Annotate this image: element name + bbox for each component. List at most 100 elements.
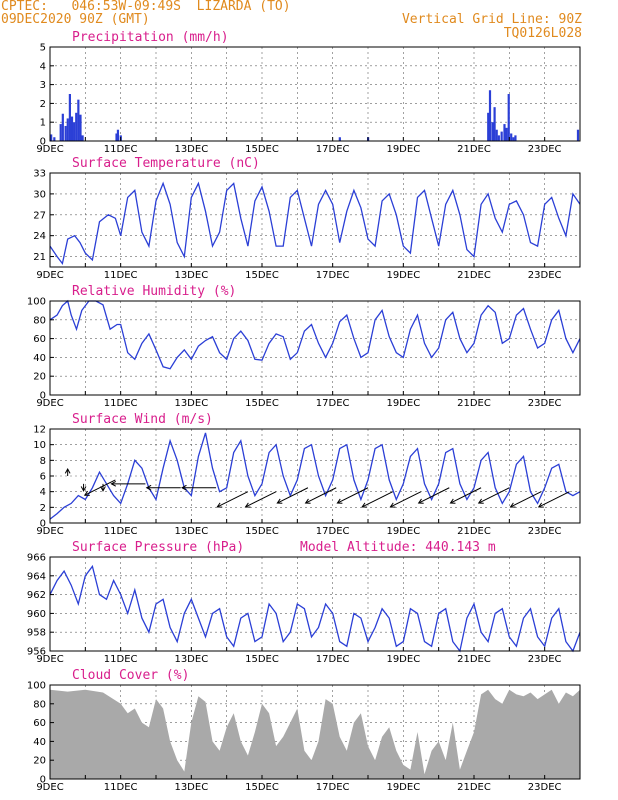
- x-tick-label: 15DEC: [245, 526, 279, 537]
- x-tick-label: 15DEC: [245, 270, 279, 281]
- panel-frame: [49, 684, 581, 780]
- y-tick-label: 20: [33, 372, 46, 383]
- x-tick-label: 17DEC: [316, 526, 350, 537]
- y-tick-label: 3: [40, 80, 46, 91]
- x-tick-label: 11DEC: [104, 398, 138, 409]
- y-tick-label: 30: [33, 189, 46, 200]
- y-tick-label: 1: [40, 118, 46, 129]
- x-tick-label: 23DEC: [528, 398, 562, 409]
- y-tick-label: 60: [33, 334, 46, 345]
- x-tick-label: 9DEC: [36, 782, 63, 793]
- x-tick-label: 11DEC: [104, 270, 138, 281]
- y-tick-label: 20: [33, 756, 46, 767]
- wind-arrow-head: [64, 467, 71, 474]
- y-tick-label: 962: [27, 590, 46, 601]
- wind-arrow-head: [509, 502, 516, 508]
- wind-arrow: [361, 491, 393, 508]
- precip-bar: [505, 127, 508, 141]
- y-tick-label: 2: [40, 503, 46, 514]
- x-tick-label: 9DEC: [36, 270, 63, 281]
- y-tick-label: 6: [40, 472, 46, 483]
- x-tick-label: 23DEC: [528, 270, 562, 281]
- y-tick-label: 2: [40, 99, 46, 110]
- x-tick-label: 19DEC: [386, 654, 420, 665]
- wind-arrow: [277, 487, 309, 504]
- precip-bar: [503, 124, 506, 141]
- panel-title: Surface Wind (m/s): [72, 412, 213, 427]
- x-tick-label: 15DEC: [245, 654, 279, 665]
- x-tick-label: 17DEC: [316, 654, 350, 665]
- precip-bar: [491, 122, 494, 141]
- x-tick-label: 21DEC: [457, 782, 491, 793]
- wind-arrow-head: [244, 502, 251, 508]
- precip-bar: [507, 94, 510, 141]
- wind-arrow-head: [336, 498, 343, 504]
- precip-bar: [53, 137, 56, 141]
- x-tick-label: 19DEC: [386, 144, 420, 155]
- y-tick-label: 966: [27, 553, 46, 564]
- y-tick-label: 8: [40, 456, 46, 467]
- x-tick-label: 23DEC: [528, 526, 562, 537]
- x-tick-label: 11DEC: [104, 144, 138, 155]
- y-tick-label: 80: [33, 315, 46, 326]
- x-tick-label: 19DEC: [386, 782, 420, 793]
- wind-arrow-head: [304, 498, 311, 504]
- precip-bar: [66, 118, 69, 141]
- precip-bar: [576, 129, 580, 141]
- panel-title: Relative Humidity (%): [72, 284, 236, 299]
- x-tick-label: 17DEC: [316, 782, 350, 793]
- wind-arrow: [84, 479, 116, 496]
- y-tick-label: 100: [27, 297, 46, 308]
- wind-arrow-head: [537, 502, 544, 508]
- precip-bar: [514, 135, 517, 141]
- series-line: [49, 299, 581, 370]
- precip-bar: [81, 135, 84, 141]
- x-tick-label: 11DEC: [104, 526, 138, 537]
- panel-title: Surface Pressure (hPa): [72, 540, 244, 555]
- x-tick-label: 13DEC: [174, 782, 208, 793]
- wind-arrow: [510, 491, 542, 508]
- wind-arrow-head: [83, 490, 90, 496]
- x-tick-label: 15DEC: [245, 782, 279, 793]
- y-tick-label: 960: [27, 609, 46, 620]
- x-tick-label: 17DEC: [316, 144, 350, 155]
- wind-arrow: [337, 487, 369, 504]
- precip-bar: [75, 112, 78, 141]
- precip-bar: [338, 137, 341, 141]
- precip-bar: [115, 133, 118, 141]
- y-tick-label: 33: [33, 169, 46, 180]
- y-tick-label: 40: [33, 737, 46, 748]
- x-tick-label: 13DEC: [174, 398, 208, 409]
- header-date: 09DEC2020 90Z (GMT): [1, 12, 150, 27]
- y-tick-label: 964: [27, 571, 46, 582]
- y-tick-label: 0: [40, 391, 46, 402]
- x-tick-label: 19DEC: [386, 270, 420, 281]
- wind-arrow: [450, 487, 482, 504]
- wind-arrow: [305, 487, 337, 504]
- wind-arrow: [418, 487, 450, 504]
- panel-frame: [49, 300, 581, 396]
- precip-bar: [497, 135, 500, 141]
- series-line: [49, 564, 581, 653]
- y-tick-label: 0: [40, 137, 46, 148]
- precip-bar: [488, 90, 492, 141]
- series-line: [49, 432, 581, 520]
- precip-bar: [70, 116, 74, 141]
- x-tick-label: 13DEC: [174, 654, 208, 665]
- x-tick-label: 21DEC: [457, 526, 491, 537]
- precip-bar: [64, 125, 67, 141]
- wind-arrow-head: [389, 502, 396, 508]
- precip-bar: [493, 107, 496, 141]
- panel-title: Cloud Cover (%): [72, 668, 189, 683]
- y-tick-label: 12: [33, 425, 46, 436]
- panel-annotation: Model Altitude: 440.143 m: [300, 540, 496, 555]
- x-tick-label: 9DEC: [36, 654, 63, 665]
- wind-arrow-head: [417, 498, 424, 504]
- precip-bar: [73, 122, 76, 141]
- precip-bar: [61, 113, 64, 141]
- wind-arrow-head: [145, 484, 152, 491]
- precip-bar: [495, 129, 498, 141]
- x-tick-label: 15DEC: [245, 398, 279, 409]
- x-tick-label: 21DEC: [457, 270, 491, 281]
